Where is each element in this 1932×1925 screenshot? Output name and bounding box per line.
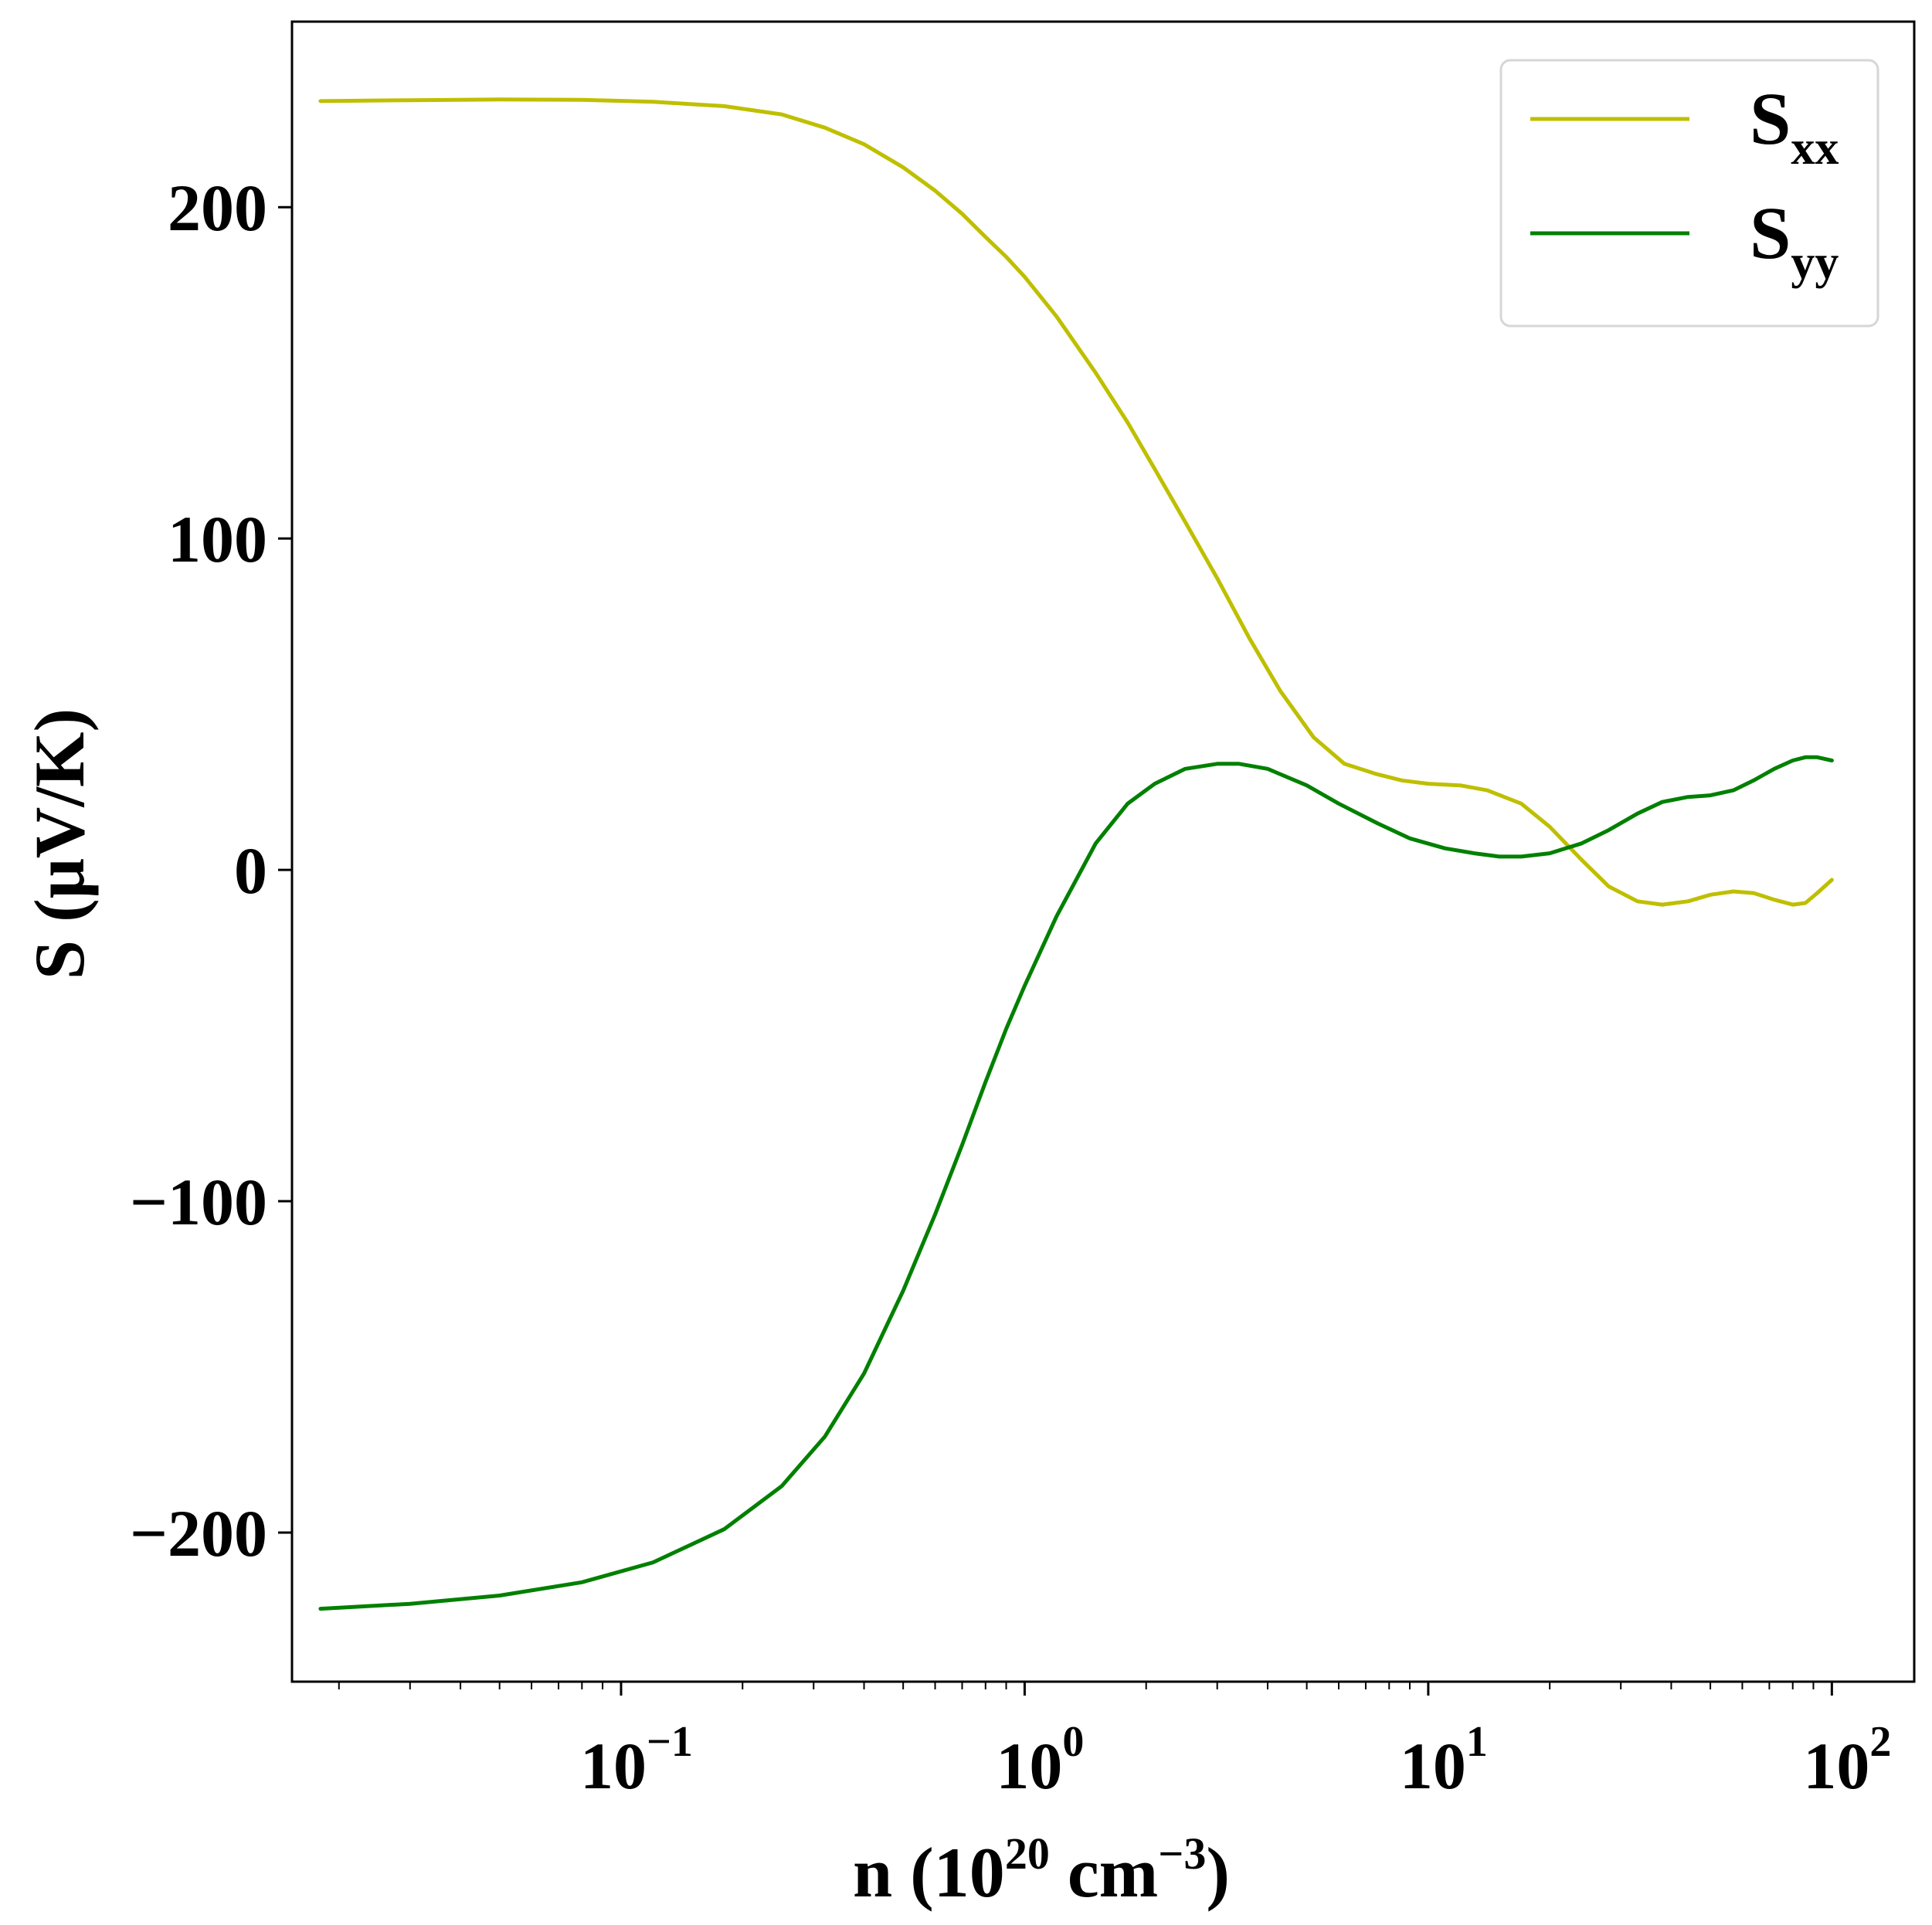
legend-label-main: S bbox=[1750, 77, 1791, 160]
y-tick-label: 200 bbox=[168, 171, 267, 245]
x-axis-label-sup2: −3 bbox=[1158, 1828, 1206, 1879]
y-tick-label: 0 bbox=[234, 833, 267, 908]
y-tick-label: 100 bbox=[168, 502, 267, 576]
x-tick-label-base: 10 bbox=[580, 1729, 647, 1803]
legend-label-Sxx: Sxx bbox=[1750, 77, 1839, 175]
y-axis-label: S (μV/K) bbox=[20, 708, 99, 979]
x-axis-label-mid: cm bbox=[1050, 1833, 1158, 1912]
x-axis-label-prefix: n (10 bbox=[853, 1833, 1005, 1912]
series-line-Syy bbox=[318, 755, 1834, 1611]
x-tick-label-base: 10 bbox=[996, 1729, 1062, 1803]
x-tick-label: 10−1 bbox=[580, 1718, 693, 1803]
x-tick-label-exp: 2 bbox=[1869, 1718, 1891, 1766]
x-tick-label-exp: 0 bbox=[1062, 1718, 1084, 1766]
x-tick-label-exp: −1 bbox=[647, 1718, 693, 1766]
x-tick-label-base: 10 bbox=[1803, 1729, 1869, 1803]
y-tick-label: −200 bbox=[130, 1496, 267, 1570]
x-tick-label: 101 bbox=[1400, 1718, 1488, 1803]
x-tick-label: 100 bbox=[996, 1718, 1084, 1803]
legend-label-Syy: Syy bbox=[1750, 192, 1839, 289]
x-axis-label: n (1020 cm−3) bbox=[853, 1828, 1230, 1912]
x-tick-label-exp: 1 bbox=[1466, 1718, 1488, 1766]
series-line-Sxx bbox=[318, 97, 1834, 907]
y-axis: −200 −100 0 100 200 bbox=[130, 171, 292, 1570]
legend-box bbox=[1499, 59, 1879, 328]
x-axis: 10−1 100 101 102 bbox=[338, 1682, 1891, 1803]
plot-frame bbox=[290, 20, 1916, 1683]
x-tick-label-base: 10 bbox=[1400, 1729, 1466, 1803]
series-layer bbox=[318, 97, 1834, 1611]
x-tick-label: 102 bbox=[1803, 1718, 1891, 1803]
legend-label-sub: yy bbox=[1791, 236, 1839, 289]
x-axis-label-sup: 20 bbox=[1005, 1828, 1050, 1879]
legend-label-main: S bbox=[1750, 192, 1791, 274]
y-tick-label: −100 bbox=[130, 1165, 267, 1239]
legend-label-sub: xx bbox=[1791, 122, 1839, 175]
x-axis-label-suffix: ) bbox=[1206, 1833, 1230, 1912]
